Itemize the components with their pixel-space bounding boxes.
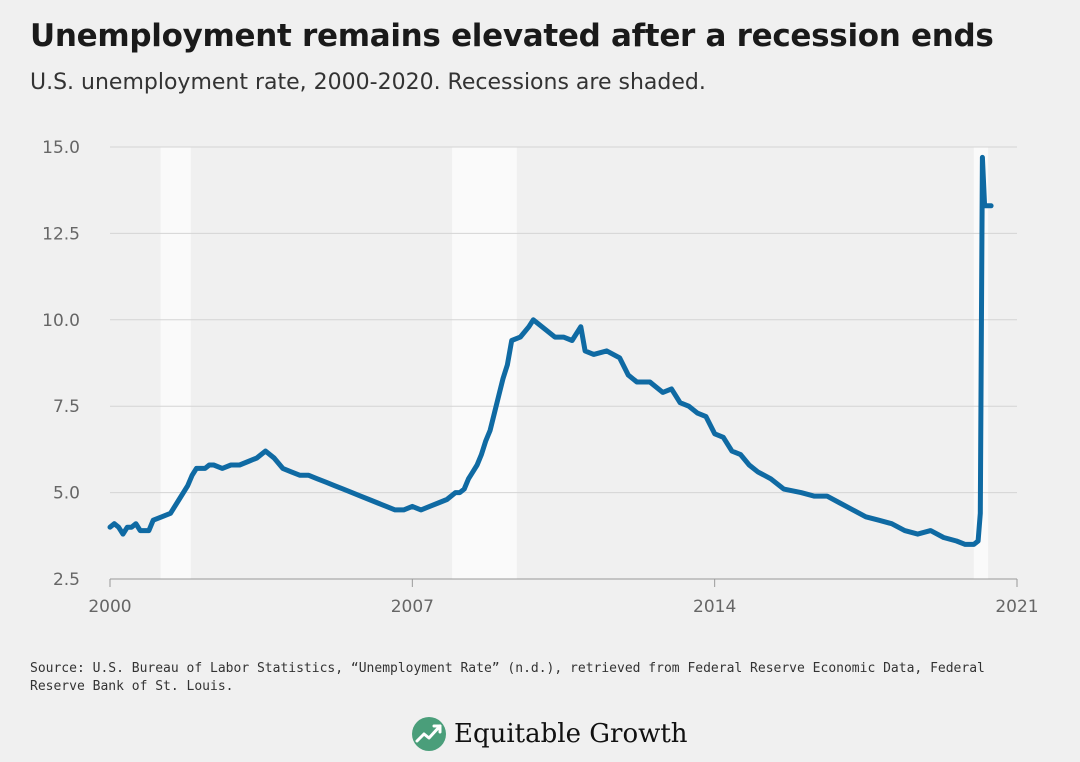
x-tick-label: 2000 (88, 597, 131, 617)
y-axis: 15.0 12.5 10.0 7.5 5.0 2.5 (42, 138, 80, 590)
gridlines (110, 146, 1017, 580)
y-tick-label: 12.5 (42, 224, 80, 244)
chart-title: Unemployment remains elevated after a re… (30, 18, 994, 54)
y-tick-label: 7.5 (53, 397, 80, 417)
logo: Equitable Growth (412, 714, 688, 754)
series (107, 154, 994, 547)
y-tick-label: 5.0 (53, 484, 80, 504)
x-tick-label: 2014 (693, 597, 736, 617)
y-tick-label: 15.0 (42, 138, 80, 158)
recession-bands (160, 147, 989, 579)
logo-text: Equitable Growth (454, 719, 688, 749)
growth-leaf-icon (412, 717, 446, 751)
x-tick-label: 2021 (995, 597, 1038, 617)
x-axis: 2000 2007 2014 2021 (88, 579, 1039, 617)
y-tick-label: 2.5 (53, 570, 80, 590)
source-note: Source: U.S. Bureau of Labor Statistics,… (30, 661, 985, 694)
y-tick-label: 10.0 (42, 311, 80, 331)
unemployment-line (107, 154, 994, 547)
x-tick-label: 2007 (391, 597, 434, 617)
line-chart: 15.0 12.5 10.0 7.5 5.0 2.5 2000 2007 2014 2021 (42, 138, 1039, 617)
chart-subtitle: U.S. unemployment rate, 2000-2020. Reces… (30, 70, 706, 95)
